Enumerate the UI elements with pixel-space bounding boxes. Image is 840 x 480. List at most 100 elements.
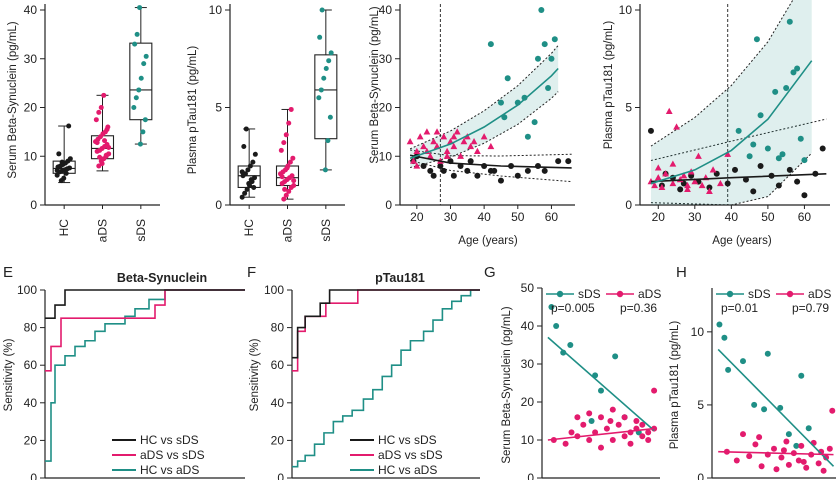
b-point [323, 66, 329, 71]
d-fit-hc [650, 173, 827, 183]
a-y-tick-label: 20 [24, 101, 38, 115]
a-point [97, 154, 103, 160]
d-point-sds [783, 85, 790, 91]
a-point [66, 123, 72, 129]
h-point-sds [798, 372, 805, 379]
h-point-ads [740, 431, 746, 438]
a-point [98, 105, 104, 110]
c-point-ads [443, 152, 451, 159]
panel-c-xlabel: Age (years) [458, 235, 518, 247]
h-point-sds [793, 442, 800, 449]
c-point-ads [433, 128, 441, 135]
a-point [143, 53, 149, 59]
a-y-tick-label: 0 [30, 198, 37, 212]
g-y-tick-label: 50 [521, 281, 535, 295]
e-y-tick-label: 20 [24, 433, 38, 447]
panel-a-plot: 0 10 20 30 40 HC aDS sDS [24, 3, 160, 242]
b-point [279, 174, 285, 180]
h-point-ads [733, 457, 740, 464]
b-point [326, 58, 332, 64]
legend-g-p-sds: p=0.005 [551, 301, 595, 315]
c-x-tick-label: 50 [511, 210, 525, 224]
g-point-ads [627, 440, 634, 447]
g-point-ads [607, 418, 614, 424]
panel-e-title: Beta-Synuclein [117, 271, 207, 285]
g-point-sds [588, 418, 595, 424]
c-point-hc [514, 172, 521, 179]
a-point [103, 152, 109, 158]
b-y-tick-label: 5 [215, 101, 222, 115]
h-point-ads [800, 458, 807, 465]
c-point-hc [450, 172, 457, 179]
d-ci-band [650, 0, 812, 205]
a-point [138, 75, 144, 81]
g-point-ads [633, 418, 640, 424]
panel-d-xlabel: Age (years) [712, 235, 772, 247]
g-y-tick-label: 20 [521, 395, 535, 409]
d-point-hc [706, 184, 713, 191]
c-x-tick-label: 30 [444, 210, 458, 224]
d-point-sds [794, 65, 801, 72]
b-point [288, 106, 294, 112]
c-fit-sds [409, 67, 559, 159]
a-point [142, 117, 148, 123]
g-point-sds [598, 387, 604, 394]
d-point-ads [684, 185, 691, 192]
b-point [286, 120, 292, 126]
panel-c: 0 10 20 30 40 20 30 40 50 60 Serum Beta-Synuclein… [369, 3, 575, 247]
h-point-sds [725, 366, 732, 373]
d-x-tick-label: 30 [688, 210, 702, 224]
c-point-hc [420, 163, 427, 169]
d-point-ads [669, 160, 677, 167]
b-point [286, 188, 292, 194]
d-point-hc [801, 192, 808, 199]
c-point-ads [413, 147, 421, 154]
a-point [102, 138, 108, 144]
panel-h-ylabel: Plasma pTau181 (pg/mL) [669, 321, 681, 450]
h-point-ads [795, 457, 802, 464]
b-point [241, 144, 247, 149]
c-point-sds [531, 119, 538, 126]
d-point-ads [709, 166, 717, 173]
panel-g-plot: 0 10 20 30 40 50 [521, 281, 660, 480]
d-x-tick-label: 50 [761, 210, 775, 224]
b-point [243, 126, 249, 132]
panel-f-ylabel: Sensitivity (%) [249, 338, 261, 411]
d-point-ads [724, 150, 732, 157]
d-point-ads [698, 181, 706, 189]
a-point [137, 5, 143, 11]
c-point-sds [541, 41, 548, 48]
d-point-hc [647, 127, 654, 134]
a-point [101, 92, 107, 98]
c-y-tick-label: 40 [379, 3, 393, 17]
panel-d-ylabel: Plasma pTau181 (pg/mL) [603, 21, 615, 150]
c-point-sds [504, 75, 511, 82]
g-point-ads [645, 429, 652, 436]
legend-g-marker-ads [616, 290, 624, 298]
f-y-tick-label: 0 [277, 471, 284, 480]
b-point [278, 147, 284, 153]
b-point [290, 155, 296, 161]
d-point-ads [654, 164, 662, 171]
c-point-ads [413, 162, 421, 169]
d-point-ads [706, 187, 713, 194]
a-point [134, 31, 140, 37]
panel-b: 0 5 10 HC aDS sDS Plasma pTau181 (pg/mL) [187, 3, 345, 242]
h-point-ads [780, 447, 787, 454]
c-point-hc [565, 158, 572, 165]
legend-g-marker-sds [556, 290, 564, 298]
c-point-sds [545, 85, 552, 91]
d-point-ads [658, 183, 666, 191]
f-y-tick-label: 60 [271, 358, 285, 372]
g-y-tick-label: 40 [521, 319, 535, 333]
b-point [291, 183, 297, 188]
b-x-tick-label: HC [242, 219, 256, 237]
g-point-ads [621, 433, 628, 440]
a-box [129, 42, 153, 121]
a-x-tick-label: sDS [134, 219, 148, 242]
legend-h-marker-sds [726, 290, 734, 298]
b-point [252, 151, 258, 157]
c-point-sds [487, 41, 494, 48]
c-point-ads [470, 138, 478, 145]
